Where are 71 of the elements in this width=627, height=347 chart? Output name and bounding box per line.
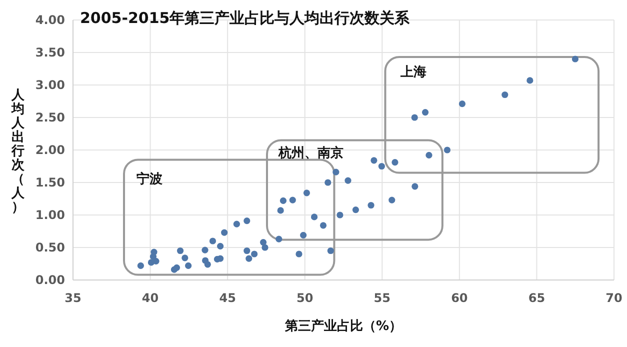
point (368, 202, 374, 209)
point (185, 262, 192, 269)
point (344, 177, 352, 184)
point (217, 242, 224, 250)
point (388, 196, 396, 204)
point (244, 247, 250, 254)
point (296, 250, 302, 258)
x-tick-label: 45 (219, 291, 236, 305)
point (246, 255, 252, 262)
x-tick-label: 35 (64, 291, 82, 305)
y-tick-label: 1.00 (35, 208, 65, 222)
annotation: 杭州、南京 (278, 145, 344, 162)
point (204, 261, 211, 268)
point (244, 218, 250, 224)
point (412, 183, 418, 190)
point (137, 262, 144, 269)
point (411, 114, 418, 121)
point (336, 212, 344, 218)
point (280, 197, 287, 204)
y-tick-label: 3.50 (35, 46, 65, 60)
point (572, 56, 579, 62)
x-axis-title: 第三产业占比（%） (284, 318, 402, 334)
point (260, 239, 267, 246)
point (262, 244, 268, 251)
point (324, 179, 332, 186)
point (502, 91, 508, 98)
y-tick-label: 0.50 (35, 240, 65, 254)
point (276, 236, 282, 242)
y-tick-label: 0.00 (35, 273, 65, 287)
y-tick-label: 2.50 (35, 110, 65, 124)
y-tick-label: 2.00 (35, 143, 65, 157)
point (251, 250, 258, 258)
point (458, 100, 466, 108)
x-tick-label: 40 (142, 291, 159, 305)
point (526, 77, 534, 84)
point (217, 255, 224, 262)
point (176, 247, 184, 254)
point (352, 206, 360, 214)
point (422, 109, 429, 116)
x-tick-label: 70 (606, 291, 622, 305)
chart-title: 2005-2015年第三产业占比与人均出行次数关系 (80, 9, 411, 27)
point (378, 162, 385, 170)
x-tick-label: 50 (296, 291, 314, 305)
point (327, 247, 334, 254)
y-tick-label: 3.00 (35, 78, 65, 92)
x-tick-label: 55 (374, 291, 390, 305)
point (392, 159, 398, 166)
point (277, 207, 284, 214)
point (209, 238, 216, 244)
point (303, 190, 310, 196)
point (173, 264, 180, 271)
text: 人均人出行次（人） (12, 88, 24, 215)
point (300, 232, 307, 238)
point (182, 254, 188, 262)
annotation: 宁波 (136, 171, 164, 188)
point (370, 157, 378, 164)
point (426, 152, 432, 158)
point (152, 258, 160, 264)
x-tick-label: 60 (451, 291, 468, 305)
y-tick-label: 4.00 (35, 13, 65, 27)
point (221, 229, 228, 236)
x-tick-label: 65 (528, 291, 546, 305)
point (289, 196, 296, 204)
annotation: 上海 (400, 64, 427, 80)
point (444, 146, 451, 154)
y-tick-label: 1.50 (35, 176, 65, 190)
point (202, 246, 208, 254)
point (320, 222, 327, 229)
point (310, 214, 318, 220)
point (332, 168, 340, 176)
point (233, 220, 240, 228)
